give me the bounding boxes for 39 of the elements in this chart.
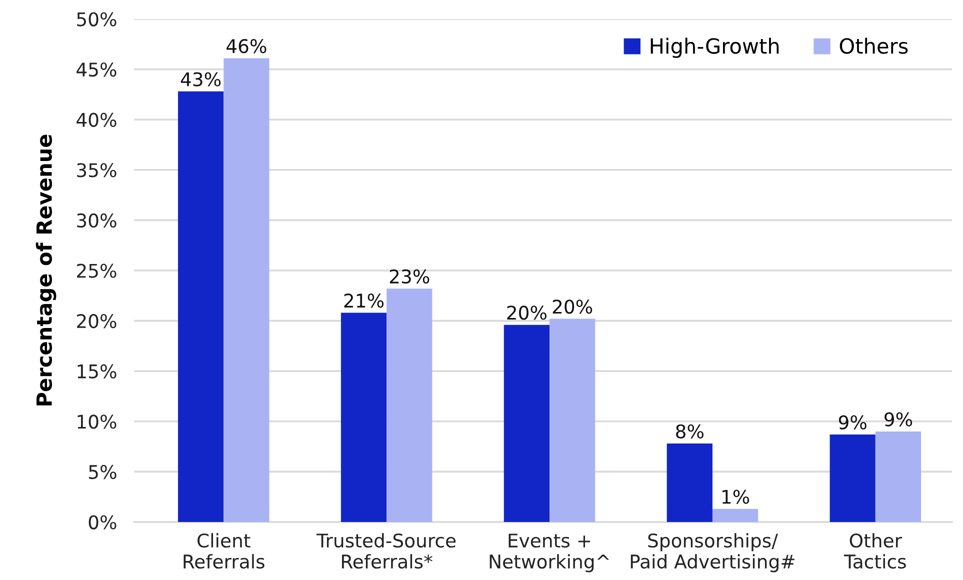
y-tick-label: 45% <box>76 62 116 77</box>
bar <box>712 508 758 522</box>
y-tick-label: 25% <box>77 264 116 278</box>
x-tick-label: Other Tactics <box>844 533 906 569</box>
y-axis-title: Percentage of Revenue <box>36 134 56 406</box>
data-label: 46% <box>226 39 266 54</box>
data-label: 20% <box>552 300 592 314</box>
x-tick-label: Client Referrals <box>184 533 264 569</box>
y-tick-label: 35% <box>77 163 116 178</box>
data-label: 21% <box>344 294 384 308</box>
y-tick-label: 15% <box>78 364 116 378</box>
legend-label: High-Growth <box>650 38 779 58</box>
x-tick-label: Trusted-Source Referrals* <box>316 533 456 569</box>
bar <box>340 312 387 522</box>
data-label: 23% <box>390 269 430 284</box>
x-tick-label: Events + Networking^ <box>490 534 610 572</box>
y-tick-label: 40% <box>76 112 116 127</box>
y-tick-label: 50% <box>77 12 116 26</box>
y-tick-label: 30% <box>77 213 116 228</box>
bar <box>875 431 922 522</box>
bar <box>504 324 550 522</box>
legend-label: Others <box>840 38 908 54</box>
data-label: 43% <box>180 72 221 86</box>
bar <box>550 318 596 522</box>
data-label: 20% <box>507 306 547 320</box>
bar <box>224 58 270 522</box>
data-label: 9% <box>884 412 912 426</box>
y-tick-label: 10% <box>78 414 116 429</box>
y-tick-label: 5% <box>89 464 116 480</box>
x-tick-label: Sponsorships/ Paid Advertising# <box>630 533 794 572</box>
bar <box>178 91 224 522</box>
bar <box>830 434 876 522</box>
y-tick-label: 20% <box>77 314 116 328</box>
bar <box>386 288 432 522</box>
data-label: 8% <box>676 424 704 439</box>
y-tick-label: 0% <box>88 515 116 530</box>
data-label: 9% <box>838 415 866 430</box>
data-label: 1% <box>722 490 750 504</box>
bar <box>666 444 712 522</box>
